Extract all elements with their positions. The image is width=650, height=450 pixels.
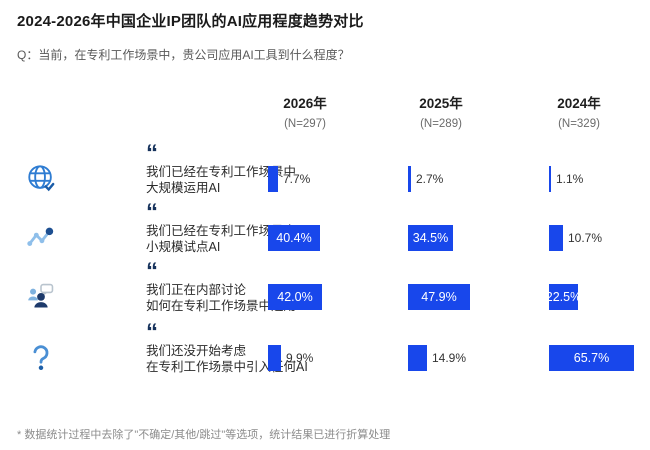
chart-row-large-scale: “ 我们已经在专利工作场景中 大规模运用AI 7.7% 2.7% 1.1% bbox=[0, 142, 650, 206]
row-label-line2: 小规模试点AI bbox=[146, 240, 221, 254]
chart-row-not-considering: “ 我们还没开始考虑 在专利工作场景中引入任何AI 9.9% 14.9% 65.… bbox=[0, 321, 650, 385]
question-icon bbox=[33, 345, 49, 371]
survey-question: Q：当前，在专利工作场景中，贵公司应用AI工具到什么程度？ bbox=[17, 48, 350, 62]
bar: 65.7% bbox=[549, 345, 634, 371]
bar-value-label: 2.7% bbox=[416, 172, 444, 186]
bar-cell-2025: 47.9% bbox=[408, 284, 470, 310]
bar-cell-2024: 65.7% bbox=[549, 345, 634, 371]
bar: 40.4% bbox=[268, 225, 320, 251]
quote-icon: “ bbox=[146, 258, 158, 285]
bar-value-label: 42.0% bbox=[277, 290, 313, 304]
bar-cell-2025: 14.9% bbox=[408, 345, 466, 371]
discussion-icon bbox=[28, 283, 54, 308]
bar-cell-2024: 22.5% bbox=[545, 284, 582, 310]
bar-value-label: 47.9% bbox=[421, 290, 457, 304]
bar-value-label: 10.7% bbox=[568, 231, 603, 245]
bar bbox=[268, 345, 281, 371]
chart-row-pilot: “ 我们已经在专利工作场景中 小规模试点AI 40.4% 34.5% 10.7% bbox=[0, 201, 650, 265]
bar: 47.9% bbox=[408, 284, 470, 310]
row-label-line2: 大规模运用AI bbox=[146, 181, 221, 195]
bar-value-label: 65.7% bbox=[573, 351, 610, 365]
year-label: 2025年 bbox=[419, 96, 463, 111]
bar-value-label: 1.1% bbox=[556, 172, 584, 186]
quote-icon: “ bbox=[146, 199, 158, 226]
bar-value-label: 40.4% bbox=[276, 231, 312, 245]
year-label: 2026年 bbox=[283, 96, 327, 111]
footnote: * 数据统计过程中去除了"不确定/其他/跳过"等选项，统计结果已进行折算处理 bbox=[17, 429, 391, 441]
column-header-2025: 2025年 (N=289) bbox=[389, 92, 493, 130]
row-label: 我们已经在专利工作场景中 小规模试点AI bbox=[146, 223, 296, 255]
bar-cell-2026: 7.7% bbox=[268, 166, 310, 192]
row-label-line1: 我们还没开始考虑 bbox=[146, 344, 247, 358]
row-label-line1: 我们已经在专利工作场景中 bbox=[146, 224, 297, 238]
sample-size: (N=329) bbox=[558, 118, 600, 130]
row-label-line2: 在专利工作场景中引入任何AI bbox=[146, 360, 308, 374]
bar-cell-2024: 1.1% bbox=[549, 166, 583, 192]
column-header-2026: 2026年 (N=297) bbox=[253, 92, 357, 130]
chart-row-discussing: “ 我们正在内部讨论 如何在专利工作场景中运用AI 42.0% 47.9% 22… bbox=[0, 260, 650, 324]
row-label-line1: 我们已经在专利工作场景中 bbox=[146, 165, 297, 179]
bar-value-label: 9.9% bbox=[286, 351, 314, 365]
bar bbox=[408, 345, 427, 371]
trend-icon bbox=[27, 227, 54, 246]
bar bbox=[268, 166, 278, 192]
bar: 34.5% bbox=[408, 225, 453, 251]
bar bbox=[549, 225, 563, 251]
year-label: 2024年 bbox=[557, 96, 601, 111]
bar-cell-2024: 10.7% bbox=[549, 225, 602, 251]
globe-icon bbox=[28, 165, 55, 192]
bar: 22.5% bbox=[545, 284, 582, 310]
row-label-line2: 如何在专利工作场景中运用AI bbox=[146, 299, 308, 313]
row-label-line1: 我们正在内部讨论 bbox=[146, 283, 247, 297]
bar-cell-2026: 42.0% bbox=[268, 284, 322, 310]
bar-value-label: 14.9% bbox=[432, 351, 467, 365]
bar-value-label: 34.5% bbox=[412, 231, 449, 245]
column-header-2024: 2024年 (N=329) bbox=[527, 92, 631, 130]
row-label: 我们正在内部讨论 如何在专利工作场景中运用AI bbox=[146, 282, 308, 314]
row-label: 我们已经在专利工作场景中 大规模运用AI bbox=[146, 164, 296, 196]
bar bbox=[408, 166, 411, 192]
bar: 42.0% bbox=[268, 284, 322, 310]
bar-cell-2025: 34.5% bbox=[408, 225, 453, 251]
bar-value-label: 7.7% bbox=[283, 172, 311, 186]
sample-size: (N=289) bbox=[420, 118, 462, 130]
bar-value-label: 22.5% bbox=[545, 290, 582, 304]
quote-icon: “ bbox=[146, 140, 158, 167]
quote-icon: “ bbox=[146, 319, 158, 346]
row-label: 我们还没开始考虑 在专利工作场景中引入任何AI bbox=[146, 343, 308, 375]
bar-cell-2025: 2.7% bbox=[408, 166, 443, 192]
sample-size: (N=297) bbox=[284, 118, 326, 130]
bar-cell-2026: 9.9% bbox=[268, 345, 313, 371]
bar-cell-2026: 40.4% bbox=[268, 225, 320, 251]
page-title: 2024-2026年中国企业IP团队的AI应用程度趋势对比 bbox=[17, 13, 364, 30]
bar bbox=[549, 166, 551, 192]
